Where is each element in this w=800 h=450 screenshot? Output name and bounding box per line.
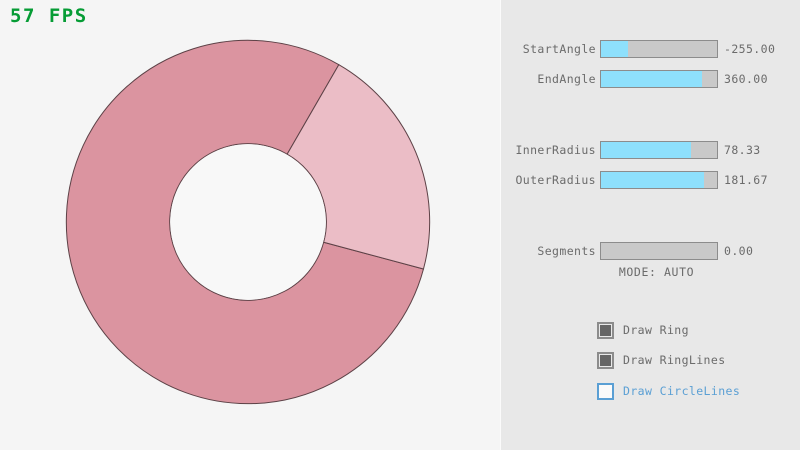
checkbox-label-draw-ring: Draw Ring bbox=[623, 323, 689, 337]
slider-label-endangle: EndAngle bbox=[537, 72, 596, 86]
slider-value-startangle: -255.00 bbox=[724, 42, 776, 56]
panel-divider bbox=[500, 0, 501, 450]
control-panel: StartAngle -255.00 EndAngle 360.00 InnerRadi… bbox=[501, 0, 800, 450]
slider-label-segments: Segments bbox=[537, 244, 596, 258]
donut-slice-1 bbox=[286, 63, 431, 270]
checkbox-box-draw-circlelines[interactable] bbox=[597, 382, 614, 400]
donut-slices bbox=[65, 39, 431, 405]
render-canvas[interactable]: 57 FPS bbox=[0, 0, 500, 450]
slider-row-innerradius: InnerRadius 78.33 bbox=[501, 141, 800, 161]
slider-innerradius[interactable] bbox=[600, 141, 718, 159]
checkbox-draw-ringlines[interactable]: Draw RingLines bbox=[597, 350, 726, 370]
slider-fill-outerradius bbox=[601, 172, 705, 188]
slider-label-startangle: StartAngle bbox=[522, 42, 596, 56]
slider-label-outerradius: OuterRadius bbox=[515, 173, 596, 187]
slider-startangle[interactable] bbox=[600, 40, 718, 58]
mode-label: MODE: AUTO bbox=[618, 265, 695, 279]
slider-fill-endangle bbox=[601, 71, 702, 87]
slider-fill-innerradius bbox=[601, 142, 692, 158]
slider-label-innerradius: InnerRadius bbox=[515, 143, 596, 157]
fps-counter: 57 FPS bbox=[10, 5, 88, 27]
checkbox-label-draw-circlelines: Draw CircleLines bbox=[623, 384, 741, 398]
checkbox-draw-circlelines[interactable]: Draw CircleLines bbox=[597, 381, 740, 401]
donut-chart bbox=[65, 39, 431, 405]
slider-segments[interactable] bbox=[600, 242, 718, 260]
slider-endangle[interactable] bbox=[600, 70, 718, 88]
slider-value-innerradius: 78.33 bbox=[724, 143, 761, 157]
slider-row-outerradius: OuterRadius 181.67 bbox=[501, 171, 800, 191]
checkbox-box-draw-ring[interactable] bbox=[597, 321, 614, 339]
slider-row-endangle: EndAngle 360.00 bbox=[501, 70, 800, 90]
slider-fill-startangle bbox=[601, 41, 628, 57]
slider-outerradius[interactable] bbox=[600, 171, 718, 189]
slider-value-segments: 0.00 bbox=[724, 244, 754, 258]
donut-hole bbox=[170, 144, 326, 300]
slider-value-outerradius: 181.67 bbox=[724, 173, 768, 187]
donut-slice-0 bbox=[65, 39, 425, 405]
checkbox-label-draw-ringlines: Draw RingLines bbox=[623, 353, 726, 367]
slider-row-segments: Segments 0.00 bbox=[501, 242, 800, 262]
slider-row-startangle: StartAngle -255.00 bbox=[501, 40, 800, 60]
slider-value-endangle: 360.00 bbox=[724, 72, 768, 86]
checkbox-box-draw-ringlines[interactable] bbox=[597, 351, 614, 369]
checkbox-draw-ring[interactable]: Draw Ring bbox=[597, 320, 689, 340]
